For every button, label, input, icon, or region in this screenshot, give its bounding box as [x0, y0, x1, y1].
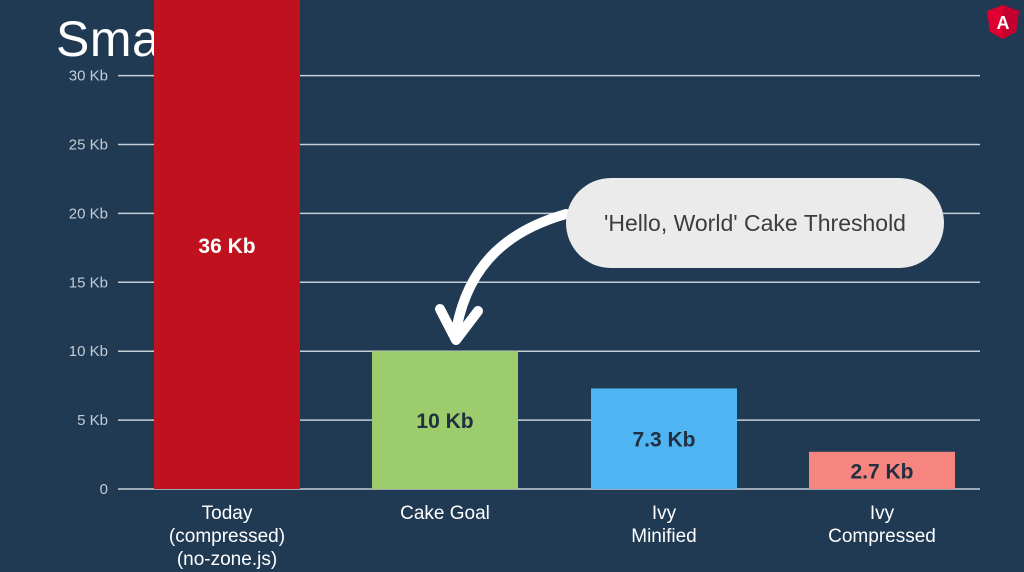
x-category-label: Ivy Compressed: [828, 503, 936, 547]
x-category-label: Today (compressed) (no-zone.js): [169, 503, 285, 570]
y-tick-label: 0: [100, 481, 108, 498]
x-category-label: Ivy Minified: [631, 503, 696, 547]
bar: [591, 388, 737, 489]
logo-letter: A: [997, 13, 1010, 33]
y-tick-label: 10 Kb: [69, 343, 108, 360]
callout-bubble: 'Hello, World' Cake Threshold: [566, 178, 944, 268]
bar: [372, 351, 518, 489]
y-tick-label: 25 Kb: [69, 137, 108, 154]
angular-logo-icon: A: [987, 5, 1019, 39]
data-label: 7.3 Kb: [632, 429, 695, 452]
x-category-label: Cake Goal: [400, 503, 490, 524]
data-label: 36 Kb: [198, 235, 255, 258]
y-tick-label: 15 Kb: [69, 274, 108, 291]
data-label: 2.7 Kb: [850, 460, 913, 483]
data-label: 10 Kb: [416, 410, 473, 433]
bar: [154, 0, 300, 489]
y-tick-label: 30 Kb: [69, 68, 108, 85]
bar: [809, 451, 955, 489]
callout-text: 'Hello, World' Cake Threshold: [604, 209, 906, 236]
y-tick-label: 5 Kb: [77, 412, 108, 429]
y-tick-label: 20 Kb: [69, 205, 108, 222]
